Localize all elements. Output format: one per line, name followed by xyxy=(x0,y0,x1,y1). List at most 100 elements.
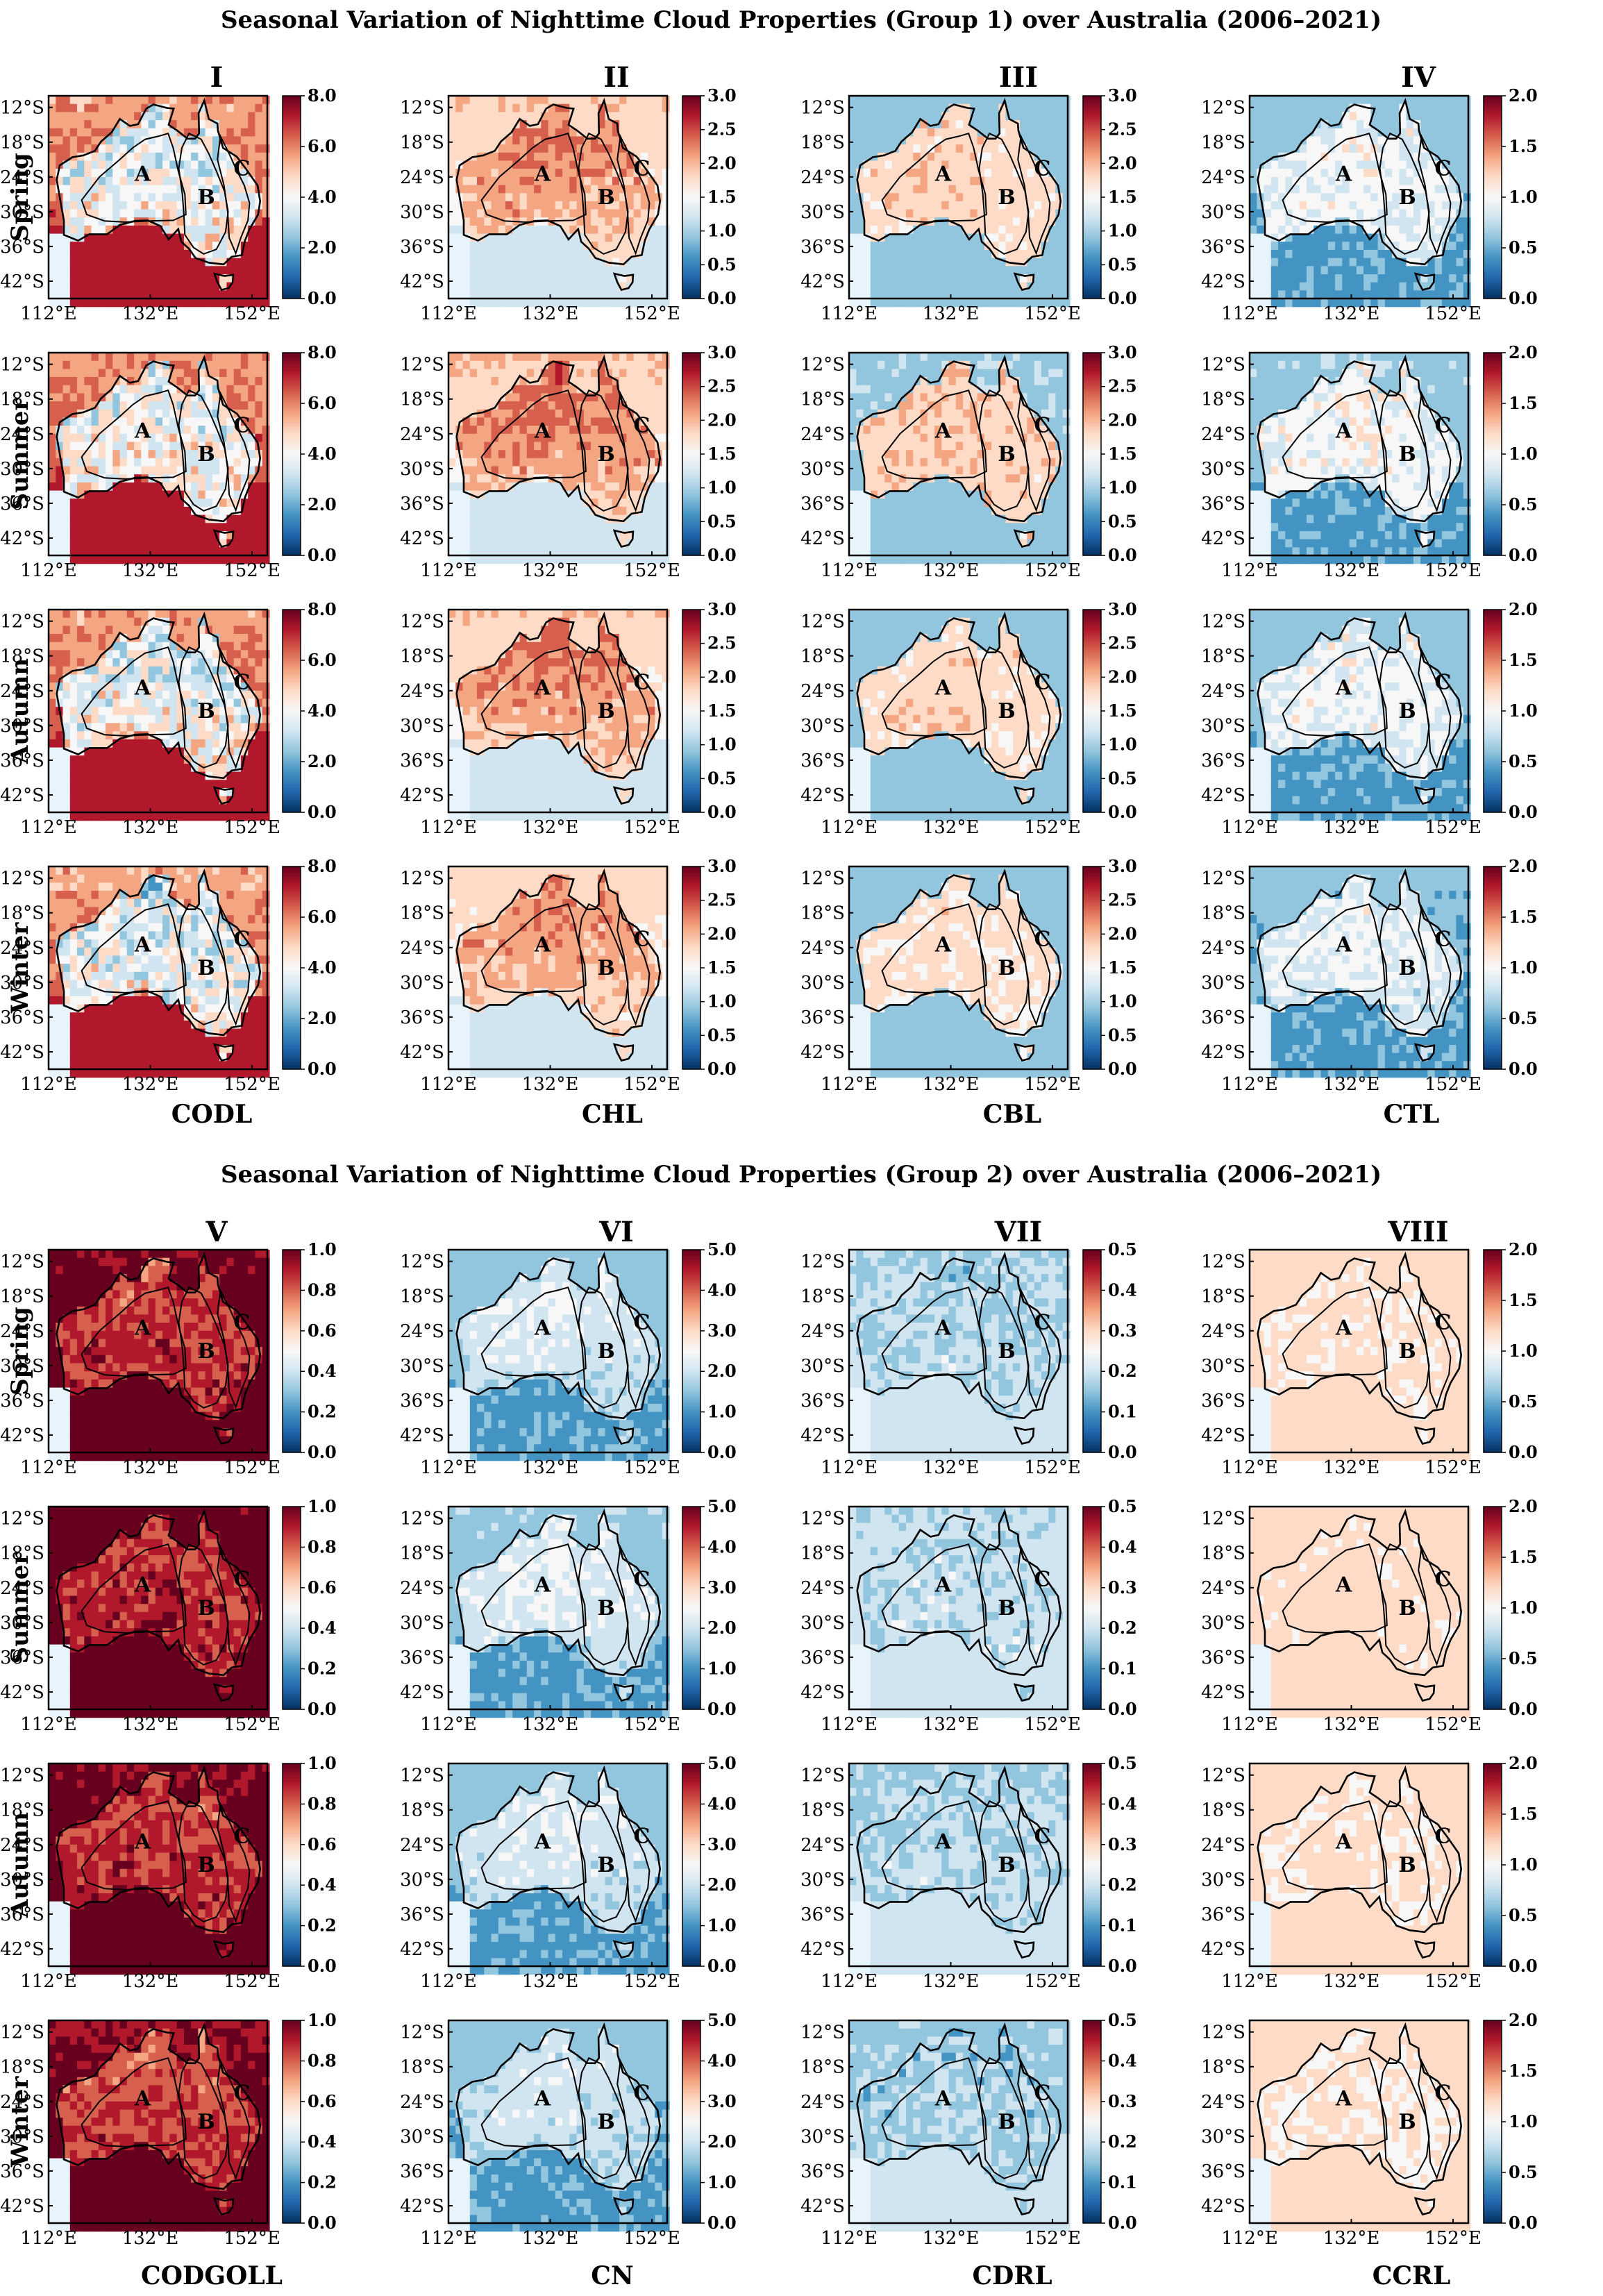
heat-cell xyxy=(162,160,170,169)
heat-cell xyxy=(548,385,556,394)
heat-cell xyxy=(155,426,163,435)
heat-cell xyxy=(455,249,464,259)
heat-cell xyxy=(491,498,499,508)
heat-cell xyxy=(462,290,471,299)
heat-cell xyxy=(519,185,528,194)
heat-cell xyxy=(56,152,64,162)
heat-cell xyxy=(1257,152,1265,162)
heat-cell xyxy=(977,299,985,308)
heat-cell xyxy=(77,201,85,210)
heat-cell xyxy=(878,185,885,194)
heat-cell xyxy=(548,233,556,242)
heat-cell xyxy=(240,299,249,308)
heat-cell xyxy=(505,144,513,153)
heat-cell xyxy=(991,242,999,251)
heat-cell xyxy=(1292,282,1300,291)
heat-cell xyxy=(84,169,92,178)
heat-cell xyxy=(626,360,635,369)
heat-cell xyxy=(633,369,641,378)
lat-tick-label: 12°S xyxy=(1201,98,1245,119)
heat-cell xyxy=(1299,193,1307,202)
heat-cell xyxy=(927,120,935,129)
heat-cell xyxy=(205,103,213,112)
heat-cell xyxy=(1349,96,1357,105)
heat-cell xyxy=(56,377,64,386)
heat-cell xyxy=(562,249,570,259)
heat-cell xyxy=(162,506,170,516)
heat-cell xyxy=(49,555,56,564)
heat-cell xyxy=(240,282,249,291)
heat-cell xyxy=(541,433,549,443)
heat-cell xyxy=(1427,233,1436,242)
heat-cell xyxy=(612,128,620,137)
heat-cell xyxy=(878,242,885,251)
heat-cell xyxy=(640,417,648,426)
heat-cell xyxy=(219,290,227,299)
heat-cell xyxy=(1406,103,1414,112)
heat-cell xyxy=(176,217,185,226)
heat-cell xyxy=(49,531,56,540)
heat-cell xyxy=(91,482,99,492)
heat-cell xyxy=(612,369,620,378)
heat-cell xyxy=(1384,120,1393,129)
heat-cell xyxy=(56,531,64,540)
heat-cell xyxy=(205,299,213,308)
heat-cell xyxy=(491,96,499,105)
heat-cell xyxy=(1335,299,1343,308)
heat-cell xyxy=(462,466,471,475)
heat-cell xyxy=(448,433,456,443)
heat-cell xyxy=(77,531,85,540)
heat-cell xyxy=(1062,225,1071,235)
heat-cell xyxy=(605,193,613,202)
heat-cell xyxy=(1062,201,1071,210)
heat-cell xyxy=(262,531,270,540)
heat-cell xyxy=(1392,96,1400,105)
heat-cell xyxy=(526,128,535,137)
heat-cell xyxy=(662,458,670,467)
heat-cell xyxy=(126,103,135,112)
heat-cell xyxy=(512,242,521,251)
heat-cell xyxy=(212,498,220,508)
heat-cell xyxy=(1392,193,1400,202)
heat-cell xyxy=(56,498,64,508)
heat-cell xyxy=(484,523,492,532)
heat-cell xyxy=(555,136,563,145)
heat-cell xyxy=(126,498,135,508)
heat-cell xyxy=(1370,152,1379,162)
heat-cell xyxy=(262,233,270,242)
heat-cell xyxy=(198,555,206,564)
heat-cell xyxy=(169,385,178,394)
heat-cell xyxy=(226,185,235,194)
heat-cell xyxy=(1370,185,1379,194)
heat-cell xyxy=(598,482,606,492)
heat-cell xyxy=(662,409,670,419)
heat-cell xyxy=(1463,176,1471,186)
heat-cell xyxy=(477,112,485,121)
heat-cell xyxy=(119,249,128,259)
heat-cell xyxy=(1041,193,1049,202)
heat-cell xyxy=(49,490,56,499)
heat-cell xyxy=(205,523,213,532)
heat-cell xyxy=(1456,103,1464,112)
heat-cell xyxy=(878,209,885,218)
heat-cell xyxy=(191,176,199,186)
var-label-CN: CN xyxy=(591,2261,634,2290)
heat-cell xyxy=(69,258,78,267)
heat-cell xyxy=(626,112,635,121)
heat-cell xyxy=(1005,144,1014,153)
heat-cell xyxy=(455,442,464,451)
heat-cell xyxy=(77,474,85,483)
heat-cell xyxy=(512,290,521,299)
heat-cell xyxy=(1427,176,1436,186)
heat-cell xyxy=(484,258,492,267)
heat-cell xyxy=(141,523,149,532)
heat-cell xyxy=(1257,120,1265,129)
heat-cell xyxy=(119,128,128,137)
heat-cell xyxy=(469,193,478,202)
heat-cell xyxy=(491,523,499,532)
heat-cell xyxy=(183,417,192,426)
heat-cell xyxy=(1320,274,1329,283)
heat-cell xyxy=(176,144,185,153)
heat-cell xyxy=(49,185,56,194)
